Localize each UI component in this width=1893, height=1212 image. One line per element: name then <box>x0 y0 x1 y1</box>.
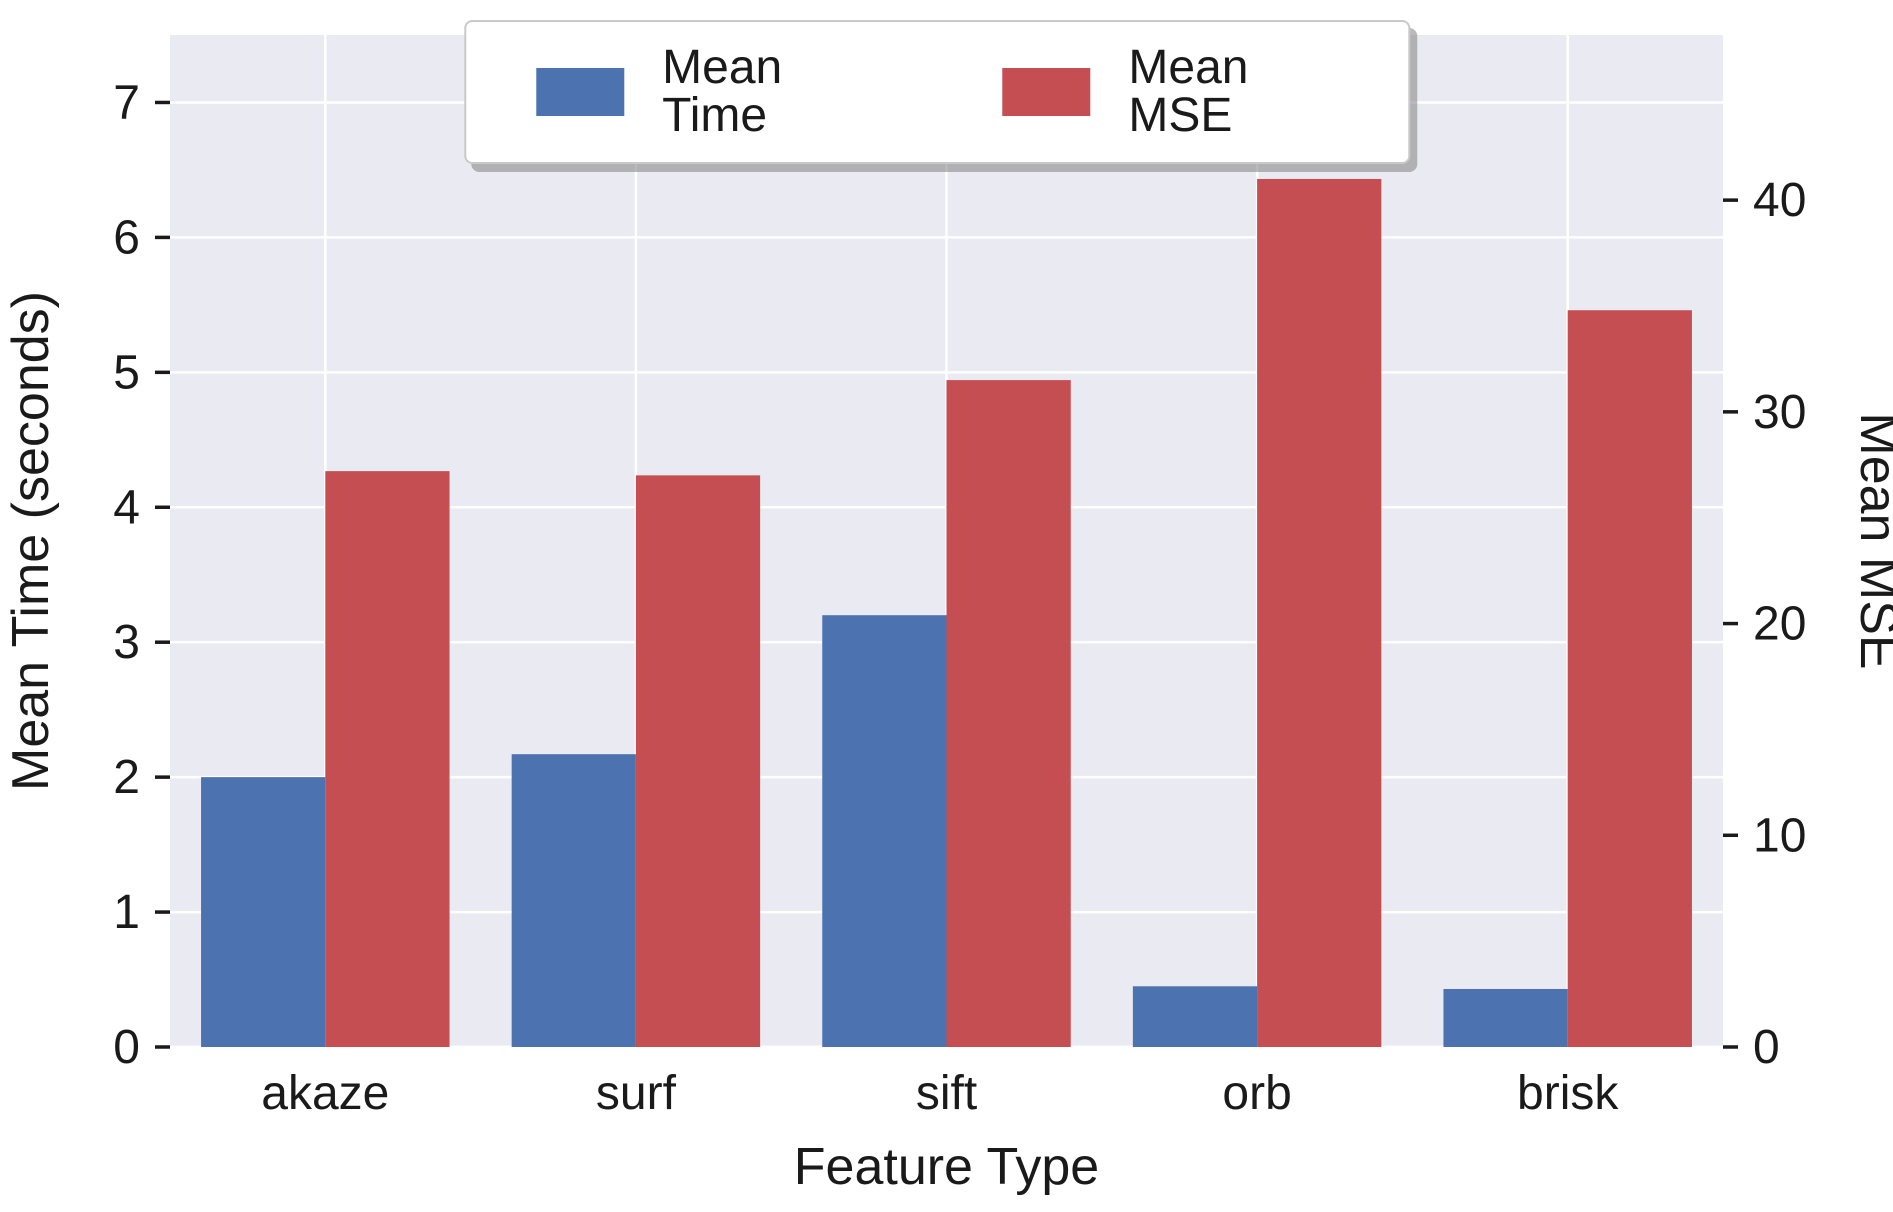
bar-mean-mse-brisk <box>1567 310 1692 1048</box>
y-tick-label-left: 5 <box>113 346 140 399</box>
y-tick-label-left: 0 <box>113 1021 140 1074</box>
y-tick-label-right: 30 <box>1753 386 1806 439</box>
bar-mean-time-surf <box>511 754 636 1047</box>
bar-mean-time-sift <box>822 615 947 1047</box>
y-tick-label-left: 2 <box>113 751 140 804</box>
y-tick-label-left: 1 <box>113 886 140 939</box>
y-tick-label-right: 0 <box>1753 1021 1780 1074</box>
y-tick-label-left: 6 <box>113 211 140 264</box>
legend-item-mean-mse: Mean MSE <box>1002 44 1338 140</box>
x-tick-label-akaze: akaze <box>261 1067 389 1120</box>
legend-item-mean-time: Mean Time <box>535 41 872 142</box>
y-tick-label-right: 40 <box>1753 174 1806 227</box>
x-tick-label-brisk: brisk <box>1517 1067 1619 1120</box>
y-tick-label-left: 7 <box>113 76 140 129</box>
x-axis-title: Feature Type <box>794 1138 1099 1196</box>
bar-mean-time-akaze <box>201 777 326 1047</box>
x-tick-label-sift: sift <box>916 1067 977 1120</box>
x-tick-label-surf: surf <box>596 1067 677 1120</box>
legend-swatch-mean-time <box>535 68 625 116</box>
x-tick-label-orb: orb <box>1222 1067 1291 1120</box>
bar-mean-mse-surf <box>635 475 761 1048</box>
legend-label-mean-mse: Mean MSE <box>1128 41 1249 142</box>
y-axis-left: 0 1 2 3 4 5 6 7 <box>113 76 170 1074</box>
y-tick-label-left: 4 <box>113 481 140 534</box>
bar-mean-time-orb <box>1132 986 1258 1047</box>
y-axis-right: 0 10 20 30 40 <box>1723 174 1806 1074</box>
y-tick-label-right: 20 <box>1753 598 1806 651</box>
x-axis: akaze surf sift orb brisk <box>261 1067 1619 1120</box>
bar-mean-mse-akaze <box>325 471 450 1047</box>
legend: Mean Time Mean MSE <box>463 20 1411 164</box>
y-tick-label-right: 10 <box>1753 809 1806 862</box>
bar-mean-time-brisk <box>1443 988 1568 1047</box>
bars <box>201 178 1692 1048</box>
legend-label-mean-time: Mean Time <box>662 41 783 142</box>
bar-mean-mse-sift <box>946 380 1071 1048</box>
y-axis-title-right: Mean MSE <box>1849 412 1893 669</box>
y-tick-label-left: 3 <box>113 616 140 669</box>
legend-swatch-mean-mse <box>1002 68 1091 116</box>
y-axis-title-left: Mean Time (seconds) <box>2 291 60 791</box>
bar-mean-mse-orb <box>1257 178 1382 1047</box>
